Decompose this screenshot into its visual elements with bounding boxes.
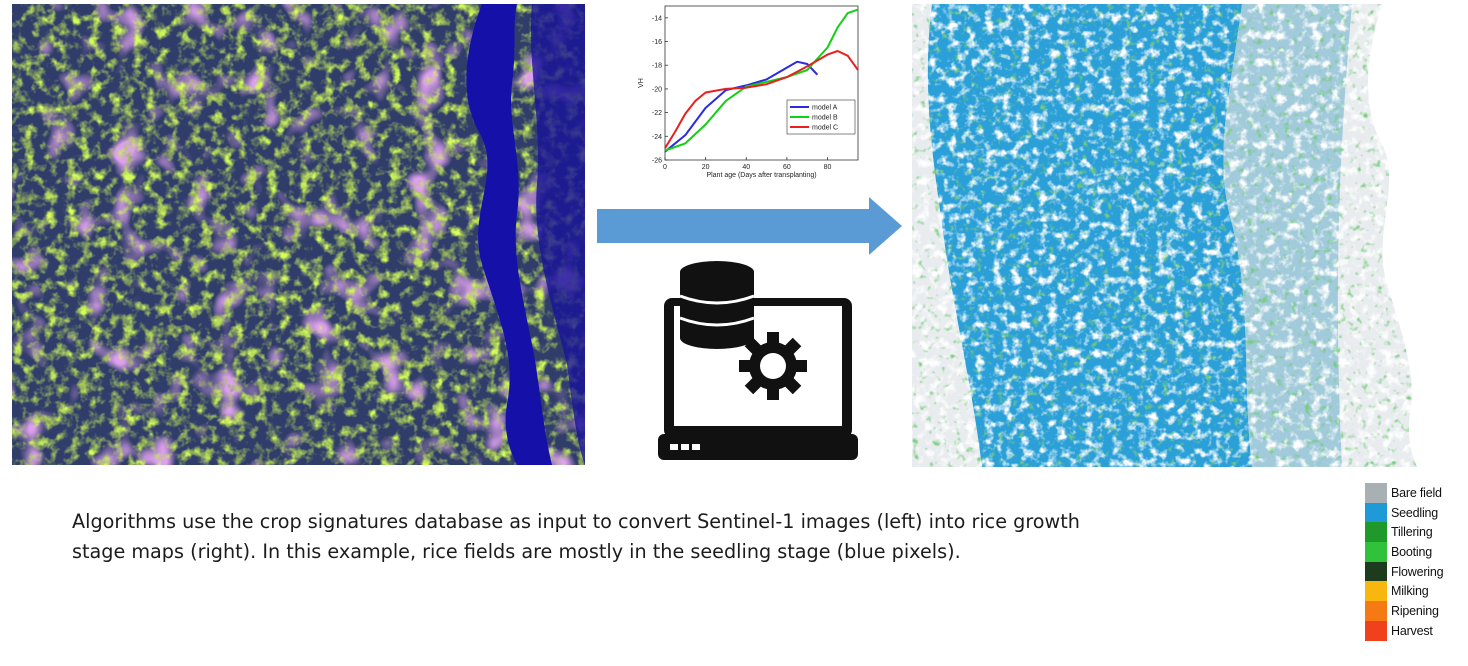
legend-swatch (1365, 483, 1387, 503)
legend-item-harvest: Harvest (1365, 620, 1468, 641)
legend-swatch (1365, 561, 1387, 582)
series-line (664, 50, 859, 149)
sentinel-1-image (12, 4, 585, 465)
legend-label: Harvest (1391, 623, 1433, 638)
caption-line-1: Algorithms use the crop signatures datab… (72, 510, 1080, 533)
chart-canvas: 0 20 40 60 80 -26 -24 -22 -20 -18 -16 -14 Plant age … (638, 5, 859, 179)
y-tick-label: -14 (652, 15, 662, 22)
process-arrow (597, 197, 902, 255)
y-tick-label: -24 (652, 134, 662, 141)
chart-legend-label: model B (812, 115, 838, 122)
y-axis-label: VH (638, 78, 645, 88)
y-tick-label: -16 (652, 39, 662, 46)
legend-swatch (1365, 502, 1387, 523)
chart-legend-label: model A (812, 105, 838, 112)
chart-legend-label: model C (812, 125, 838, 132)
x-tick-label: 80 (824, 164, 832, 171)
legend-item-milking: Milking (1365, 581, 1468, 602)
legend-item-flowering: Flowering (1365, 561, 1468, 582)
caption-line-2: stage maps (right). In this example, ric… (72, 540, 961, 563)
legend-item-seedling: Seedling (1365, 502, 1468, 523)
legend-item-bare-field: Bare field (1365, 483, 1468, 503)
x-tick-label: 20 (702, 164, 710, 171)
legend-swatch (1365, 620, 1387, 641)
rice-growth-stage-map (912, 4, 1468, 467)
legend-item-booting: Booting (1365, 542, 1468, 562)
series-line (664, 8, 859, 152)
legend-label: Flowering (1391, 564, 1444, 579)
y-tick-label: -26 (652, 158, 662, 165)
legend-label: Tillering (1391, 525, 1433, 540)
y-tick-label: -20 (652, 86, 662, 93)
y-tick-label: -22 (652, 110, 662, 117)
x-tick-label: 60 (783, 164, 791, 171)
x-tick-label: 0 (663, 164, 667, 171)
legend-item-tillering: Tillering (1365, 522, 1468, 543)
vh-backscatter-chart: 0 20 40 60 80 -26 -24 -22 -20 -18 -16 -14 Plant age … (615, 0, 865, 190)
laptop-database-gear-icon (650, 258, 866, 468)
x-axis-label: Plant age (Days after transplanting) (706, 172, 816, 179)
stage-legend: Bare field Seedling Tillering Booting Fl… (1365, 483, 1468, 641)
legend-swatch (1365, 601, 1387, 621)
legend-swatch (1365, 522, 1387, 543)
legend-label: Milking (1391, 584, 1429, 599)
y-tick-label: -18 (652, 63, 662, 70)
legend-label: Bare field (1391, 485, 1442, 500)
x-tick-label: 40 (742, 164, 750, 171)
legend-item-ripening: Ripening (1365, 601, 1468, 621)
legend-label: Booting (1391, 544, 1432, 559)
legend-label: Ripening (1391, 603, 1439, 618)
database-icon (679, 261, 755, 349)
figure-caption: Algorithms use the crop signatures datab… (72, 507, 1302, 567)
legend-label: Seedling (1391, 505, 1439, 520)
gear-icon (739, 332, 807, 400)
legend-swatch (1365, 581, 1387, 602)
series-line (664, 60, 819, 153)
legend-swatch (1365, 542, 1387, 562)
